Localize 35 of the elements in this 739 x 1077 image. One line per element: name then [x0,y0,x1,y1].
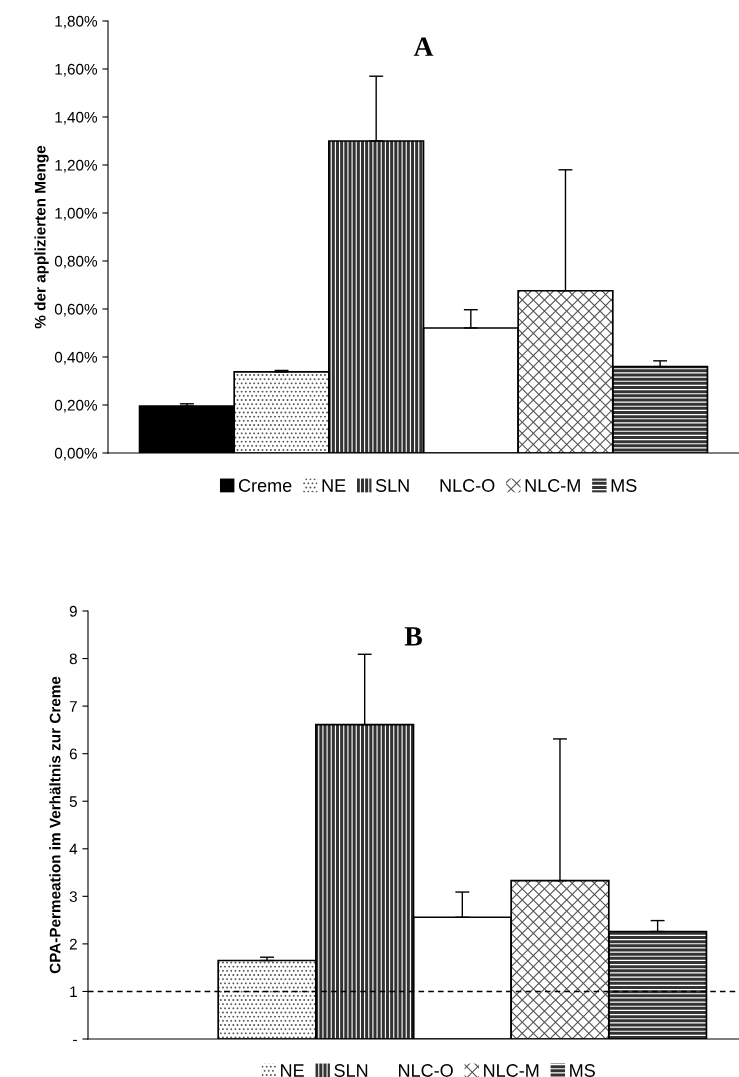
y-tick-label: 1,40% [55,111,98,125]
y-tick-label: 0,00% [54,447,98,461]
legend-label: SLN [334,1064,368,1077]
y-tick-label: 5 [69,796,77,807]
y-tick-label: 8 [69,653,77,665]
legend-label: NE [322,479,346,492]
y-axis-title: CPA-Permeation im Verhältnis zur Creme [49,676,61,974]
legend-label: MS [611,479,637,492]
y-axis-title: % der applizierten Menge [34,145,49,329]
chart-title: A [413,37,434,56]
series-label: NLC-O [399,1064,453,1077]
y-tick-label: 9 [69,605,77,617]
legend-label: SLN [375,479,409,492]
y-tick-label: 2 [69,938,77,950]
series-label: NLC-O [440,479,495,492]
y-tick-label: - [73,1039,77,1042]
y-tick-label: 1,60% [55,63,98,77]
y-tick-label: 4 [69,843,78,855]
legend-label: NLC-M [525,479,580,492]
y-tick-label: 0,80% [54,255,98,269]
y-tick-label: 0,60% [54,303,98,317]
y-tick-label: 3 [69,891,77,903]
legend-label: MS [570,1064,595,1077]
y-tick-label: 7 [69,701,77,712]
chart-title: B [404,627,422,646]
y-tick-label: 1,80% [55,15,98,29]
y-tick-label: 0,40% [54,351,98,365]
y-tick-label: 1,00% [55,207,98,221]
y-tick-label: 0,20% [54,399,98,413]
y-tick-label: 6 [69,748,77,760]
legend-label: Creme [238,479,292,492]
y-tick-label: 1,20% [55,159,98,173]
legend-label: NE [281,1064,304,1077]
y-tick-label: 1 [70,986,77,997]
legend-label: NLC-M [484,1064,539,1077]
